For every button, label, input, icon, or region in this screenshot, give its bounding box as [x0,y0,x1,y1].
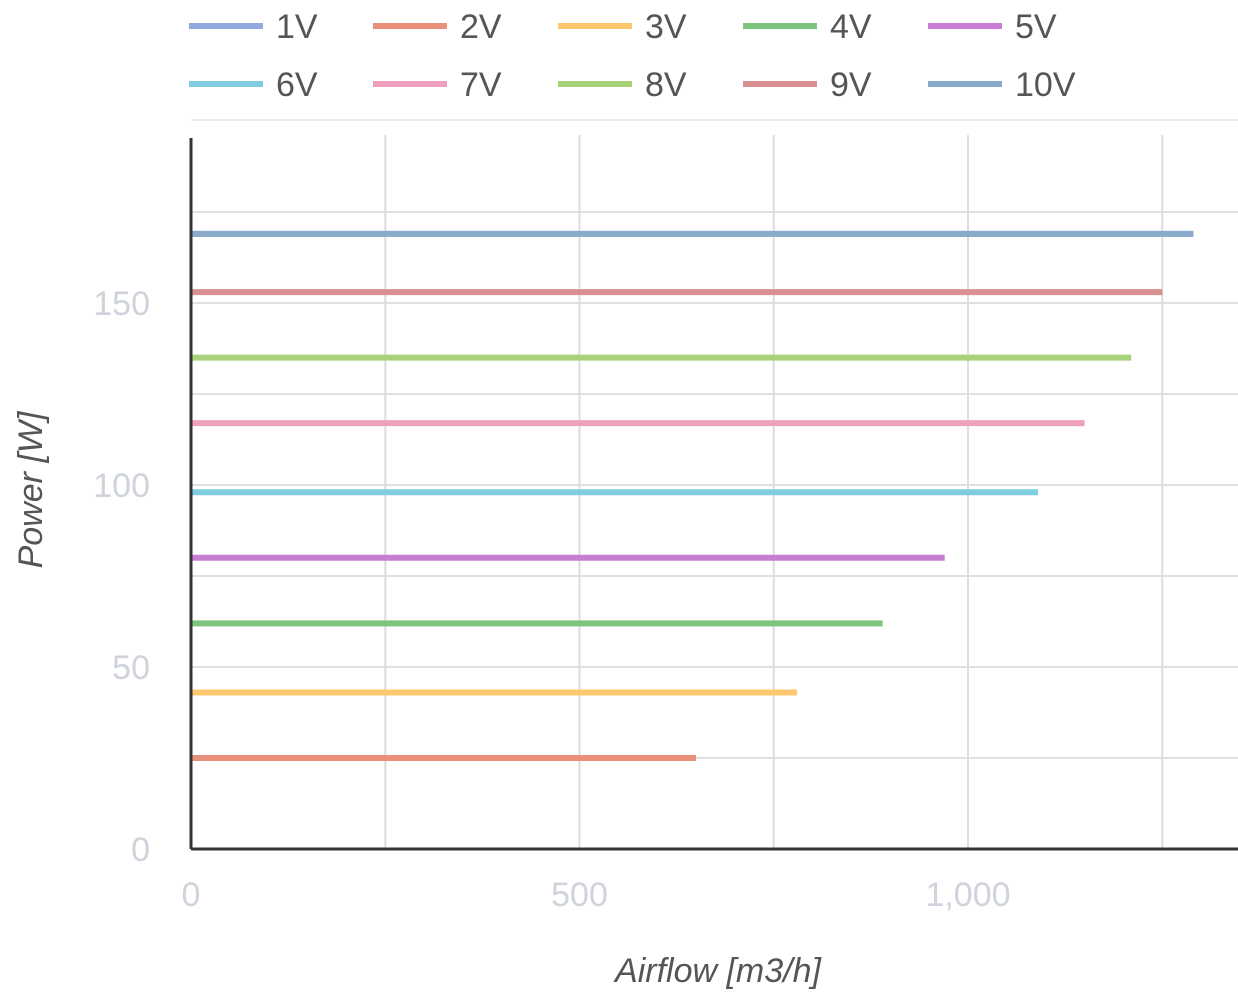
legend-label-9V: 9V [830,66,872,104]
chart-legend: 1V 2V 3V 4V 5V 6V 7V 8V 9V 10V [189,8,1076,104]
chart-series [191,230,1194,761]
y-tick-label: 100 [93,467,150,505]
chart-grid [191,119,1238,850]
x-tick-label: 1,000 [925,876,1010,914]
legend-label-3V: 3V [645,8,687,46]
chart-tick-labels: 0 50 100 150 0 500 1,000 [93,285,1010,914]
legend-label-6V: 6V [276,66,318,104]
x-tick-label: 0 [182,876,201,914]
chart-axes [189,138,1238,851]
legend-label-1V: 1V [276,8,318,46]
legend-label-7V: 7V [460,66,502,104]
y-tick-label: 0 [131,831,150,869]
x-tick-label: 500 [551,876,608,914]
legend-label-2V: 2V [460,8,502,46]
legend-label-5V: 5V [1015,8,1057,46]
legend-label-4V: 4V [830,8,872,46]
legend-label-8V: 8V [645,66,687,104]
y-tick-label: 50 [112,649,150,687]
legend-label-10V: 10V [1015,66,1076,104]
x-axis-title: Airflow [m3/h] [613,952,822,990]
y-tick-label: 150 [93,285,150,323]
y-axis-title: Power [W] [12,410,50,568]
